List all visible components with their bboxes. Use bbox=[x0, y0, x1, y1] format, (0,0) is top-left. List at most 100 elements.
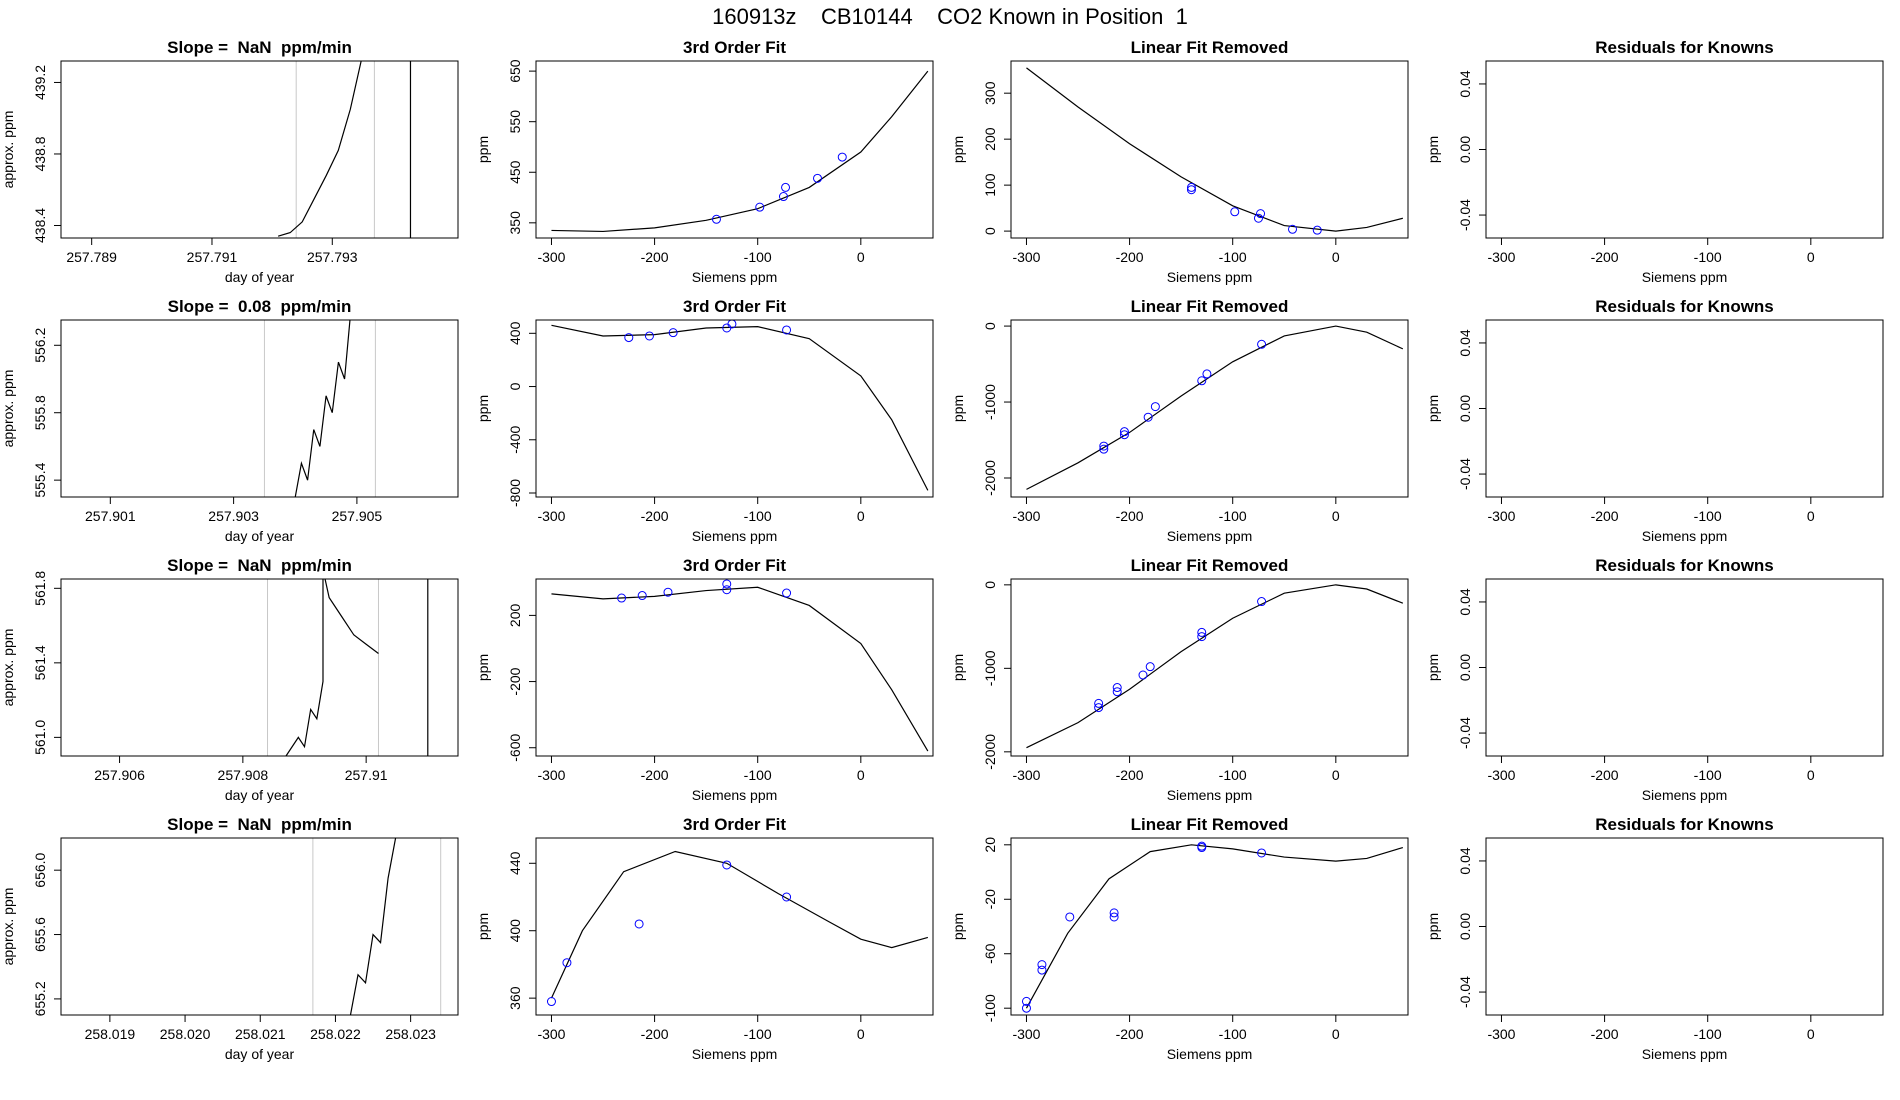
point bbox=[634, 919, 644, 929]
x-tick-label: 257.908 bbox=[218, 767, 269, 783]
x-tick-label: -100 bbox=[1694, 767, 1722, 783]
frame bbox=[60, 60, 459, 239]
y-tick-label: 655.2 bbox=[32, 981, 48, 1016]
x-axis-label: Siemens ppm bbox=[1642, 269, 1728, 285]
plot-area bbox=[551, 320, 929, 491]
line bbox=[551, 70, 929, 233]
point bbox=[1094, 698, 1104, 708]
x-tick-label: -300 bbox=[537, 1026, 565, 1042]
frame bbox=[60, 319, 459, 498]
point bbox=[1112, 687, 1122, 697]
point bbox=[1065, 912, 1075, 922]
line bbox=[294, 320, 351, 497]
point bbox=[1257, 339, 1267, 349]
x-axis-label: Siemens ppm bbox=[692, 528, 778, 544]
x-axis-label: Siemens ppm bbox=[1167, 269, 1253, 285]
y-tick-label: 650 bbox=[507, 59, 523, 83]
point bbox=[1109, 912, 1119, 922]
panel-title: Linear Fit Removed bbox=[1131, 297, 1289, 316]
frame bbox=[1485, 578, 1884, 757]
line bbox=[285, 579, 379, 756]
x-tick-label: -200 bbox=[1116, 1026, 1144, 1042]
y-axis-label: ppm bbox=[1425, 136, 1441, 163]
point bbox=[813, 173, 823, 183]
frame bbox=[535, 60, 934, 239]
x-tick-label: -300 bbox=[537, 249, 565, 265]
x-tick-label: -100 bbox=[1694, 249, 1722, 265]
line bbox=[1026, 325, 1404, 490]
line bbox=[550, 850, 929, 999]
panel-title: Residuals for Knowns bbox=[1595, 556, 1774, 575]
y-tick-label: 400 bbox=[507, 321, 523, 345]
x-tick-label: 0 bbox=[1332, 508, 1340, 524]
point bbox=[1186, 185, 1196, 195]
point bbox=[727, 320, 737, 329]
line bbox=[1026, 584, 1404, 749]
y-tick-label: -0.04 bbox=[1457, 976, 1473, 1008]
y-tick-label: 100 bbox=[982, 173, 998, 197]
point bbox=[637, 591, 647, 601]
point bbox=[1037, 960, 1047, 970]
plot-area bbox=[267, 579, 429, 756]
x-tick-label: -300 bbox=[1487, 1026, 1515, 1042]
x-axis-label: Siemens ppm bbox=[1167, 787, 1253, 803]
point bbox=[617, 593, 627, 603]
x-tick-label: -300 bbox=[1487, 767, 1515, 783]
panel-title: Slope = NaN ppm/min bbox=[167, 38, 352, 57]
x-tick-label: -200 bbox=[1591, 1026, 1619, 1042]
x-tick-label: -300 bbox=[1012, 249, 1040, 265]
panel-title: Residuals for Knowns bbox=[1595, 38, 1774, 57]
x-tick-label: 0 bbox=[1807, 249, 1815, 265]
point bbox=[1037, 965, 1047, 975]
y-tick-label: 20 bbox=[982, 837, 998, 853]
y-tick-label: -2000 bbox=[982, 734, 998, 770]
point bbox=[1119, 427, 1129, 437]
y-tick-label: -0.04 bbox=[1457, 199, 1473, 231]
point bbox=[722, 585, 732, 595]
y-tick-label: 655.6 bbox=[32, 917, 48, 952]
y-tick-label: 555.4 bbox=[32, 462, 48, 497]
y-tick-label: -100 bbox=[982, 994, 998, 1022]
plot-area bbox=[1026, 325, 1404, 490]
x-axis-label: Siemens ppm bbox=[1642, 787, 1728, 803]
x-tick-label: 0 bbox=[1807, 1026, 1815, 1042]
frame bbox=[535, 319, 934, 498]
x-tick-label: 0 bbox=[1332, 1026, 1340, 1042]
y-axis-label: approx. ppm bbox=[0, 370, 16, 448]
point bbox=[562, 958, 572, 968]
point bbox=[546, 997, 556, 1007]
point bbox=[1021, 1003, 1031, 1013]
x-tick-label: -100 bbox=[744, 249, 772, 265]
x-tick-label: 0 bbox=[1332, 249, 1340, 265]
x-axis-label: day of year bbox=[225, 269, 295, 285]
plot-area bbox=[312, 838, 442, 1015]
y-tick-label: 300 bbox=[982, 81, 998, 105]
y-tick-label: 200 bbox=[507, 603, 523, 627]
point bbox=[624, 333, 634, 343]
panel-title: Linear Fit Removed bbox=[1131, 815, 1289, 834]
x-tick-label: -300 bbox=[1487, 249, 1515, 265]
plot-area bbox=[1026, 67, 1403, 235]
x-tick-label: 258.021 bbox=[235, 1026, 286, 1042]
y-tick-label: 0 bbox=[982, 322, 998, 330]
y-tick-label: 561.4 bbox=[32, 645, 48, 680]
y-tick-label: 0 bbox=[507, 382, 523, 390]
x-tick-label: 0 bbox=[1807, 508, 1815, 524]
plot-area bbox=[546, 850, 929, 1007]
point bbox=[1288, 224, 1298, 234]
x-tick-label: 0 bbox=[857, 249, 865, 265]
point bbox=[1119, 430, 1129, 440]
x-tick-label: 257.789 bbox=[66, 249, 117, 265]
y-tick-label: 656.0 bbox=[32, 852, 48, 887]
point bbox=[778, 192, 788, 202]
y-axis-label: ppm bbox=[950, 913, 966, 940]
y-tick-label: -800 bbox=[507, 479, 523, 507]
y-tick-label: -400 bbox=[507, 426, 523, 454]
frame bbox=[1010, 837, 1409, 1016]
y-axis-label: ppm bbox=[950, 395, 966, 422]
x-tick-label: -300 bbox=[1487, 508, 1515, 524]
x-tick-label: -300 bbox=[1012, 1026, 1040, 1042]
y-tick-label: 0.04 bbox=[1457, 847, 1473, 874]
x-tick-label: -200 bbox=[1591, 249, 1619, 265]
point bbox=[755, 202, 765, 212]
